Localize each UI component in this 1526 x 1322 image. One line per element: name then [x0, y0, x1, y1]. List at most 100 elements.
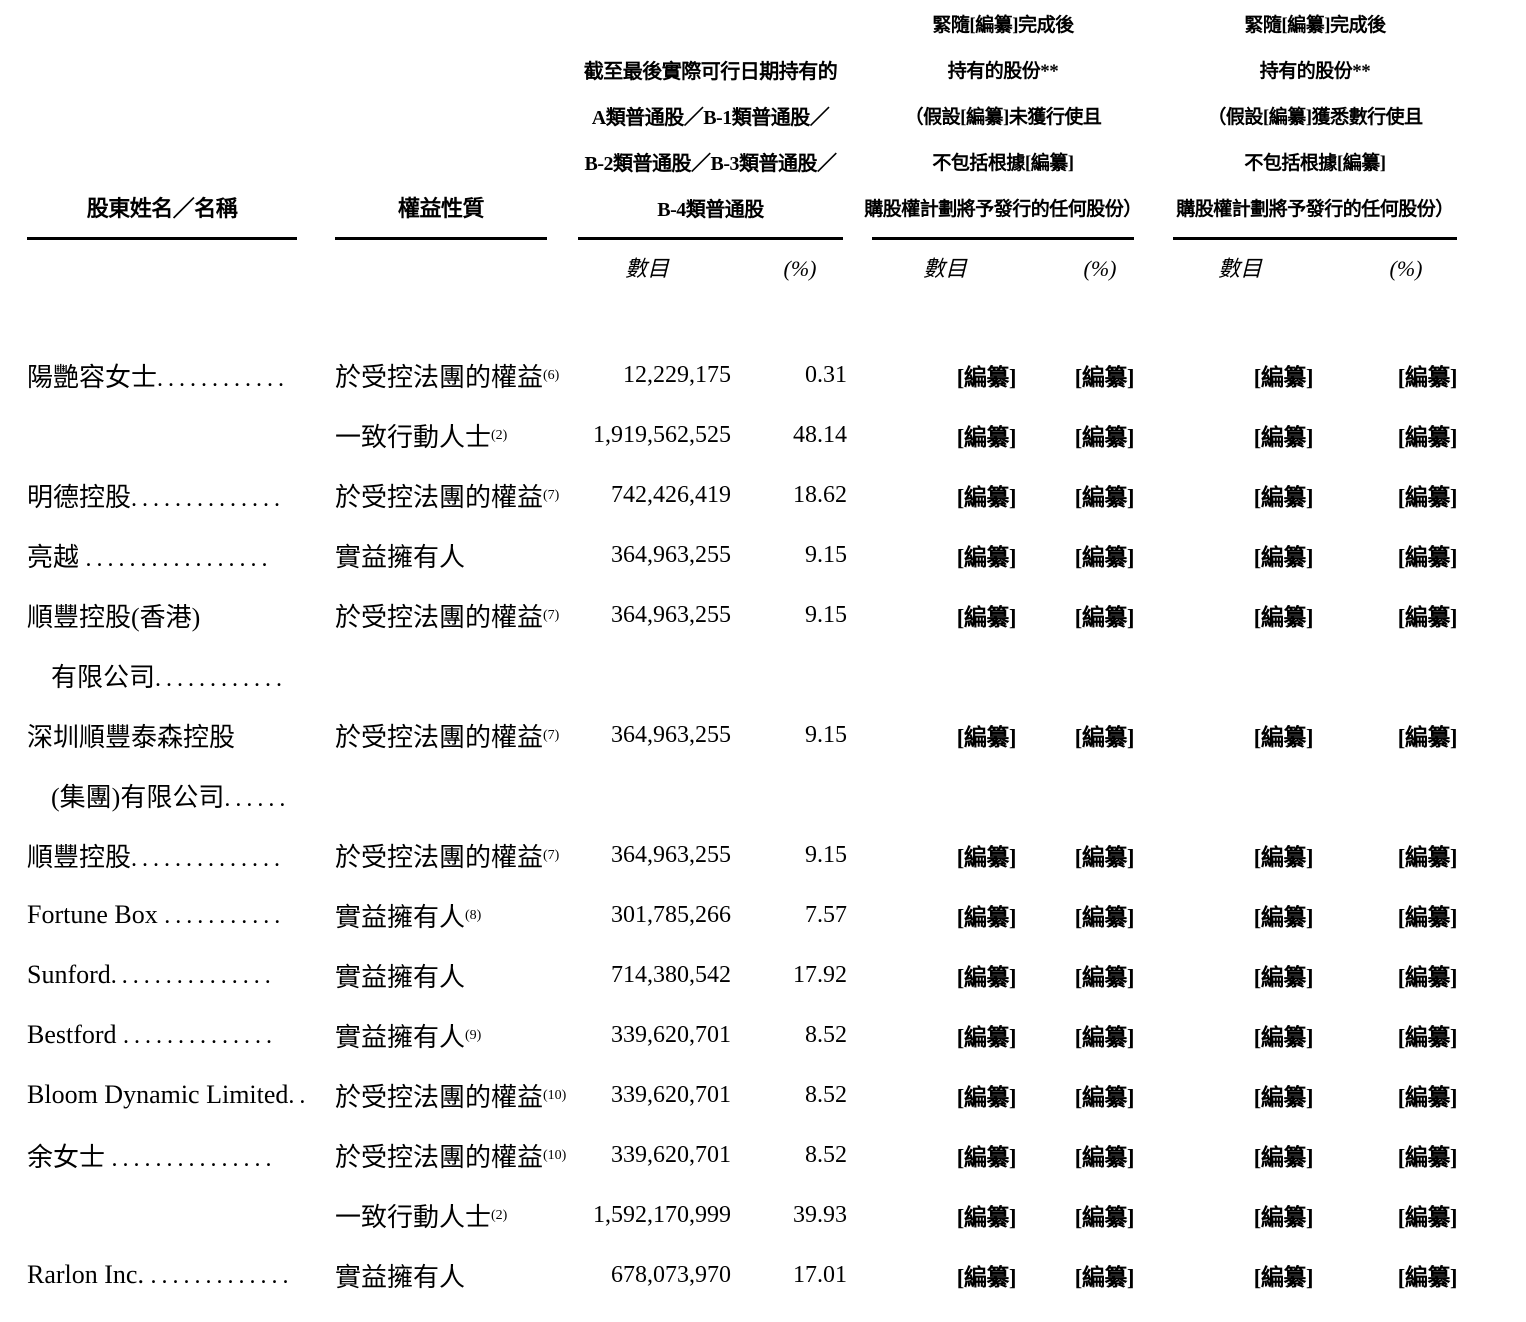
post-completion-full-pct: [編纂]	[1397, 1025, 1458, 1050]
shares-pct: 8.52	[805, 1141, 847, 1168]
post-completion-pct: [編纂]	[1074, 965, 1135, 990]
name-text: 順豐控股(香港)	[27, 602, 201, 632]
group1-line: B-4類普通股	[657, 199, 764, 221]
table-body: 陽艷容女士............ 於受控法團的權益(6) 12,229,175…	[0, 345, 1526, 1305]
leader-dots: ......	[224, 785, 291, 812]
shares-number: 714,380,542	[611, 961, 731, 988]
col-group-shares-held-latest-practicable-date: 截至最後實際可行日期持有的 A類普通股／B-1類普通股／ B-2類普通股／B-3…	[578, 49, 843, 240]
group3-line: （假設[編纂]獲悉數行使且	[1207, 107, 1423, 128]
footnote-ref: (2)	[491, 427, 508, 443]
leader-dots: ...........	[164, 903, 286, 929]
post-completion-pct: [編纂]	[1074, 485, 1135, 510]
nature-of-interest: 實益擁有人(8)	[335, 897, 578, 934]
shares-number: 742,426,419	[611, 481, 731, 508]
shares-pct: 9.15	[805, 721, 847, 748]
shareholder-name: 亮越 .................	[27, 537, 335, 574]
shareholder-name: Bestford ..............	[27, 1020, 335, 1050]
post-completion-pct: [編纂]	[1074, 905, 1135, 930]
subheader-pct-3: (%)	[1389, 256, 1423, 281]
nature-of-interest: 於受控法團的權益(10)	[335, 1077, 578, 1114]
shares-number: 364,963,255	[611, 601, 731, 628]
shareholder-name: 順豐控股..............	[27, 837, 335, 874]
shareholder-name: Bloom Dynamic Limited..	[27, 1080, 335, 1110]
shares-number: 339,620,701	[611, 1021, 731, 1048]
leader-dots: ............	[157, 365, 290, 392]
name-text: 陽艷容女士	[27, 362, 158, 392]
nature-text: 一致行動人士	[335, 1202, 492, 1232]
name-text: (集團)有限公司	[51, 782, 225, 812]
subheader-number-2: 數目	[922, 256, 967, 281]
nature-text: 於受控法團的權益	[335, 482, 544, 512]
leader-dots: ...............	[111, 1145, 277, 1172]
group1-line: B-2類普通股／B-3類普通股／	[584, 153, 838, 175]
post-completion-pct: [編纂]	[1074, 1085, 1135, 1110]
post-completion-full-pct: [編纂]	[1397, 605, 1458, 630]
nature-text: 於受控法團的權益	[335, 842, 544, 872]
nature-text: 實益擁有人	[335, 542, 466, 572]
post-completion-number: [編纂]	[956, 365, 1017, 390]
group3-line: 緊隨[編纂]完成後	[1244, 15, 1386, 36]
subheader-number-3: 數目	[1217, 256, 1262, 281]
post-completion-full-number: [編纂]	[1253, 1025, 1314, 1050]
post-completion-full-number: [編纂]	[1253, 965, 1314, 990]
post-completion-number: [編纂]	[956, 725, 1017, 750]
shareholder-name: 明德控股..............	[27, 477, 335, 514]
post-completion-pct: [編纂]	[1074, 1145, 1135, 1170]
post-completion-full-pct: [編纂]	[1397, 965, 1458, 990]
col-header-shareholder-name: 股東姓名／名稱	[27, 191, 297, 240]
shares-number: 678,073,970	[611, 1261, 731, 1288]
shares-pct: 17.01	[793, 1261, 847, 1288]
nature-text: 於受控法團的權益	[335, 602, 544, 632]
group3-line: 持有的股份**	[1259, 61, 1371, 82]
post-completion-full-pct: [編纂]	[1397, 365, 1458, 390]
post-completion-number: [編纂]	[956, 605, 1017, 630]
nature-of-interest: 實益擁有人	[335, 957, 578, 994]
post-completion-full-number: [編纂]	[1253, 725, 1314, 750]
table-row: Fortune Box ........... 實益擁有人(8) 301,785…	[0, 885, 1526, 945]
post-completion-full-pct: [編纂]	[1397, 545, 1458, 570]
shares-pct: 8.52	[805, 1081, 847, 1108]
table-row: Bestford .............. 實益擁有人(9) 339,620…	[0, 1005, 1526, 1065]
leader-dots: ..............	[123, 1023, 278, 1049]
post-completion-pct: [編纂]	[1074, 1205, 1135, 1230]
footnote-ref: (7)	[543, 487, 560, 503]
post-completion-full-number: [編纂]	[1253, 545, 1314, 570]
shares-pct: 9.15	[805, 601, 847, 628]
leader-dots: ..............	[131, 845, 286, 872]
nature-of-interest: 於受控法團的權益(7)	[335, 477, 578, 514]
shares-pct: 9.15	[805, 841, 847, 868]
nature-of-interest: 一致行動人士(2)	[335, 1197, 578, 1234]
group2-line: 緊隨[編纂]完成後	[932, 15, 1074, 36]
col-header-nature-label: 權益性質	[397, 196, 485, 221]
leader-dots: ...............	[110, 963, 276, 989]
shareholder-name-line2: 有限公司............	[27, 657, 335, 694]
table-row-continuation: 有限公司............	[0, 645, 1526, 705]
post-completion-number: [編纂]	[956, 425, 1017, 450]
shares-number: 1,919,562,525	[593, 421, 731, 448]
col-group-post-completion-full-exercise: 緊隨[編纂]完成後 持有的股份** （假設[編纂]獲悉數行使且 不包括根據[編纂…	[1173, 3, 1457, 240]
post-completion-pct: [編纂]	[1074, 845, 1135, 870]
post-completion-pct: [編纂]	[1074, 1025, 1135, 1050]
table-row: 陽艷容女士............ 於受控法團的權益(6) 12,229,175…	[0, 345, 1526, 405]
nature-of-interest: 實益擁有人	[335, 1257, 578, 1294]
post-completion-pct: [編纂]	[1074, 725, 1135, 750]
group1-line: A類普通股／B-1類普通股／	[591, 107, 830, 129]
name-text: 有限公司	[51, 662, 156, 692]
footnote-ref: (2)	[491, 1207, 508, 1223]
nature-of-interest: 於受控法團的權益(7)	[335, 837, 578, 874]
post-completion-full-number: [編纂]	[1253, 1145, 1314, 1170]
shareholder-name: Sunford...............	[27, 960, 335, 990]
post-completion-full-number: [編纂]	[1253, 905, 1314, 930]
footnote-ref: (6)	[543, 367, 560, 383]
table-row: 明德控股.............. 於受控法團的權益(7) 742,426,4…	[0, 465, 1526, 525]
footnote-ref: (7)	[543, 847, 560, 863]
nature-text: 於受控法團的權益	[335, 1082, 544, 1112]
nature-text: 於受控法團的權益	[335, 1142, 544, 1172]
post-completion-number: [編纂]	[956, 845, 1017, 870]
shares-number: 364,963,255	[611, 841, 731, 868]
subheader-pct-2: (%)	[1083, 256, 1117, 281]
shares-pct: 39.93	[793, 1201, 847, 1228]
shares-number: 339,620,701	[611, 1141, 731, 1168]
nature-text: 於受控法團的權益	[335, 722, 544, 752]
footnote-ref: (10)	[543, 1147, 567, 1163]
